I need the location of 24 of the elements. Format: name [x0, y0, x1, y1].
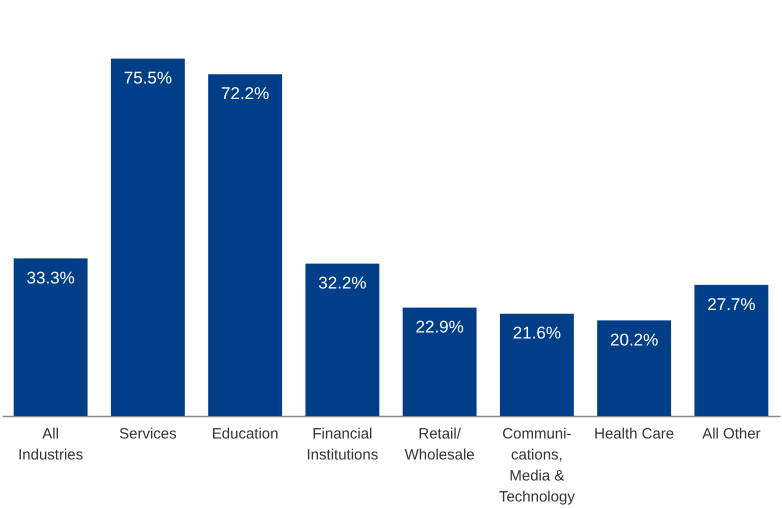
data-label: 33.3%	[26, 268, 75, 288]
data-label: 22.9%	[416, 318, 464, 337]
bar	[14, 258, 88, 416]
x-tick-label: All Other	[702, 426, 761, 442]
bar	[402, 308, 477, 416]
data-label: 27.7%	[707, 294, 756, 314]
data-label: 20.2%	[610, 330, 658, 350]
x-tick-label: All Industries	[18, 426, 84, 464]
data-label: 75.5%	[124, 68, 172, 88]
data-label: 72.2%	[221, 84, 270, 104]
data-label: 32.2%	[318, 274, 366, 293]
bar	[305, 264, 380, 416]
x-tick-label: Health Care	[594, 426, 674, 442]
bar	[208, 74, 282, 416]
x-tick-label: Services	[119, 426, 177, 442]
bar	[500, 314, 574, 416]
x-tick-label: Communi- cations, Media & Technology	[498, 426, 576, 506]
bar	[597, 320, 672, 416]
data-label: 21.6%	[512, 324, 561, 343]
bar	[110, 58, 185, 416]
bar	[694, 284, 768, 416]
x-tick-label: Education	[212, 426, 278, 442]
x-tick-label: Retail/ Wholesale	[404, 426, 475, 464]
x-tick-label: Financial Institutions	[306, 426, 378, 464]
